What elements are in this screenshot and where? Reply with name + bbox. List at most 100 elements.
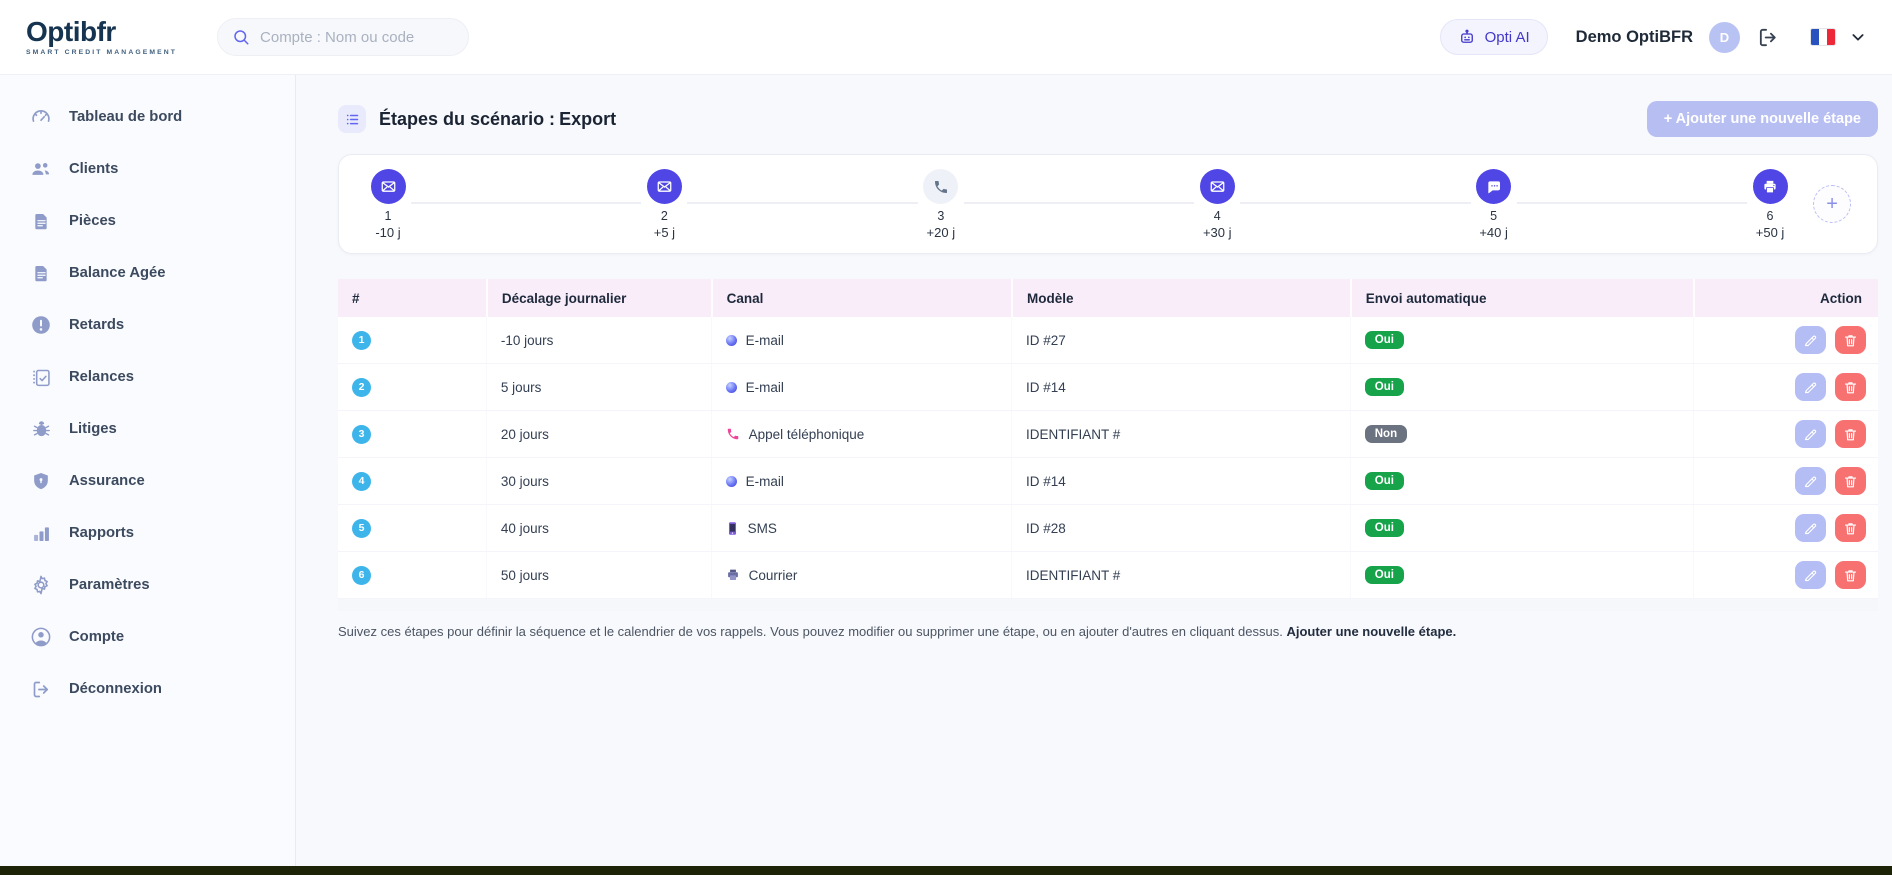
sidebar-item-label: Relances — [69, 369, 134, 385]
table-row: 6 50 jours Courrier IDENTIFIANT # Oui — [338, 552, 1878, 599]
opti-ai-button[interactable]: Opti AI — [1439, 19, 1548, 55]
app-logo[interactable]: Optibfr SMART CREDIT MANAGEMENT — [26, 17, 178, 57]
add-step-circle[interactable]: + — [1813, 185, 1852, 223]
timeline-connector — [687, 202, 918, 204]
edit-step-button[interactable] — [1795, 373, 1826, 401]
document-icon — [30, 212, 52, 231]
sidebar-item-balance-agee[interactable]: Balance Agée — [0, 247, 295, 299]
chevron-down-icon[interactable] — [1850, 29, 1866, 45]
delete-step-button[interactable] — [1835, 514, 1866, 542]
step-number: 6 — [1766, 209, 1774, 223]
step-number: 4 — [1213, 209, 1221, 223]
logo-subtitle: SMART CREDIT MANAGEMENT — [26, 48, 178, 56]
sidebar-item-deconnexion[interactable]: Déconnexion — [0, 663, 295, 715]
language-flag-france[interactable] — [1810, 28, 1836, 46]
delete-step-button[interactable] — [1835, 467, 1866, 495]
auto-send-badge: Oui — [1364, 519, 1404, 537]
sidebar-item-tableau-de-bord[interactable]: Tableau de bord — [0, 91, 295, 143]
col-header-canal: Canal — [710, 279, 1011, 317]
timeline-step-4[interactable]: 4 +30 j — [1194, 169, 1240, 240]
auto-send-badge: Oui — [1364, 331, 1404, 349]
top-header: Optibfr SMART CREDIT MANAGEMENT Opti AI … — [0, 0, 1892, 75]
user-avatar[interactable]: D — [1709, 21, 1740, 53]
step-channel-circle[interactable] — [1752, 169, 1788, 204]
sidebar-item-clients[interactable]: Clients — [0, 143, 295, 195]
row-canal-label: E-mail — [745, 473, 784, 489]
row-number-badge: 2 — [352, 377, 371, 397]
step-channel-circle[interactable] — [1199, 169, 1235, 204]
trash-icon — [1843, 521, 1858, 536]
auto-send-badge: Non — [1364, 425, 1408, 443]
search-input[interactable] — [260, 28, 460, 46]
edit-step-button[interactable] — [1795, 420, 1826, 448]
table-row: 4 30 jours E-mail ID #14 Oui — [338, 458, 1878, 505]
step-channel-circle[interactable] — [923, 169, 959, 204]
step-number: 5 — [1490, 209, 1498, 223]
sidebar-item-label: Rapports — [69, 525, 134, 541]
sidebar-item-pieces[interactable]: Pièces — [0, 195, 295, 247]
edit-step-button[interactable] — [1795, 561, 1826, 589]
row-canal-label: Appel téléphonique — [748, 426, 865, 442]
sidebar-item-label: Retards — [69, 317, 125, 333]
search-icon — [232, 28, 250, 46]
trash-icon — [1843, 474, 1858, 489]
col-header-auto: Envoi automatique — [1349, 279, 1693, 317]
delete-step-button[interactable] — [1835, 373, 1866, 401]
sidebar-item-parametres[interactable]: Paramètres — [0, 559, 295, 611]
auto-send-badge: Oui — [1364, 566, 1404, 584]
col-header-offset: Décalage journalier — [485, 279, 711, 317]
delete-step-button[interactable] — [1835, 326, 1866, 354]
row-modele: ID #27 — [1010, 317, 1350, 363]
logout-icon[interactable] — [1757, 26, 1780, 49]
step-channel-circle[interactable] — [370, 169, 406, 204]
row-number-badge: 5 — [352, 518, 371, 538]
sidebar-item-rapports[interactable]: Rapports — [0, 507, 295, 559]
row-number-badge: 3 — [352, 424, 371, 444]
trash-icon — [1843, 333, 1858, 348]
pencil-icon — [1803, 568, 1818, 583]
sidebar-item-label: Tableau de bord — [69, 109, 183, 125]
edit-step-button[interactable] — [1795, 467, 1826, 495]
row-canal-label: E-mail — [745, 379, 784, 395]
pencil-icon — [1803, 521, 1818, 536]
scenario-timeline: 1 -10 j 2 +5 j 3 +20 j 4 +30 j 5 +40 j 6 +50 j + — [338, 154, 1878, 254]
step-number: 2 — [660, 209, 668, 223]
sidebar-item-relances[interactable]: Relances — [0, 351, 295, 403]
printer-icon — [1762, 179, 1778, 195]
robot-icon — [1458, 28, 1476, 46]
delete-step-button[interactable] — [1835, 420, 1866, 448]
sidebar-item-assurance[interactable]: Assurance — [0, 455, 295, 507]
sms-icon — [726, 521, 739, 536]
timeline-step-5[interactable]: 5 +40 j — [1471, 169, 1517, 240]
timeline-step-2[interactable]: 2 +5 j — [641, 169, 687, 240]
bar-chart-icon — [30, 523, 52, 544]
table-row: 1 -10 jours E-mail ID #27 Oui — [338, 317, 1878, 364]
timeline-step-3[interactable]: 3 +20 j — [918, 169, 964, 240]
account-search[interactable] — [217, 18, 470, 56]
sidebar-item-litiges[interactable]: Litiges — [0, 403, 295, 455]
timeline-connector — [411, 202, 642, 204]
shield-icon — [30, 471, 52, 491]
add-step-button[interactable]: + Ajouter une nouvelle étape — [1646, 101, 1878, 137]
add-step-link[interactable]: Ajouter une nouvelle étape. — [1286, 624, 1457, 639]
row-modele: ID #28 — [1010, 505, 1350, 551]
col-header-action: Action — [1693, 279, 1878, 317]
edit-step-button[interactable] — [1795, 326, 1826, 354]
step-channel-circle[interactable] — [646, 169, 682, 204]
sidebar-item-retards[interactable]: Retards — [0, 299, 295, 351]
sidebar-item-compte[interactable]: Compte — [0, 611, 295, 663]
timeline-step-1[interactable]: 1 -10 j — [365, 169, 411, 240]
envelope-icon — [1209, 178, 1226, 195]
row-offset: 50 jours — [485, 552, 711, 598]
trash-icon — [1843, 380, 1858, 395]
step-channel-circle[interactable] — [1476, 169, 1512, 204]
trash-icon — [1843, 568, 1858, 583]
row-canal-label: E-mail — [745, 332, 784, 348]
step-offset: +50 j — [1755, 225, 1785, 240]
timeline-step-6[interactable]: 6 +50 j — [1747, 169, 1793, 240]
email-icon — [725, 334, 737, 346]
edit-step-button[interactable] — [1795, 514, 1826, 542]
page-title: Étapes du scénario : Export — [379, 108, 617, 129]
delete-step-button[interactable] — [1835, 561, 1866, 589]
users-icon — [30, 158, 52, 180]
